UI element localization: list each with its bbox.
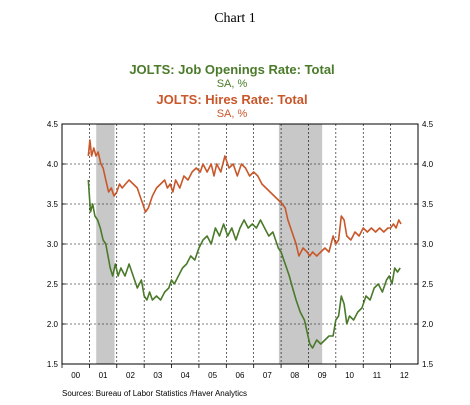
- openings-legend-title: JOLTS: Job Openings Rate: Total: [129, 62, 334, 77]
- hires-rate-line: [87, 139, 402, 257]
- y-tick-label-right: 1.5: [422, 360, 434, 369]
- x-tick-label: 10: [345, 371, 354, 380]
- x-tick-label: 11: [373, 371, 382, 380]
- y-tick-label-left: 2.0: [47, 320, 59, 329]
- x-tick-label: 07: [263, 371, 272, 380]
- chart-title: Chart 1: [214, 11, 256, 26]
- x-tick-label: 00: [71, 371, 80, 380]
- y-tick-label-right: 3.5: [422, 200, 434, 209]
- x-tick-label: 02: [126, 371, 135, 380]
- job-openings-rate-line: [87, 179, 401, 349]
- openings-legend-unit: SA, %: [217, 78, 248, 90]
- y-tick-label-right: 2.0: [422, 320, 434, 329]
- y-tick-label-left: 3.5: [47, 200, 59, 209]
- hires-legend-unit: SA, %: [217, 108, 248, 120]
- y-tick-label-right: 3.0: [422, 240, 434, 249]
- y-tick-label-left: 2.5: [47, 280, 59, 289]
- x-tick-label: 01: [99, 371, 108, 380]
- hires-legend-title: JOLTS: Hires Rate: Total: [156, 92, 307, 107]
- y-tick-label-left: 3.0: [47, 240, 59, 249]
- x-tick-label: 05: [208, 371, 217, 380]
- y-tick-label-left: 4.0: [47, 160, 59, 169]
- y-tick-label-left: 4.5: [47, 120, 59, 129]
- x-tick-label: 03: [153, 371, 162, 380]
- source-note: Sources: Bureau of Labor Statistics /Hav…: [62, 389, 247, 398]
- x-tick-label: 12: [400, 371, 409, 380]
- plot-frame: [61, 123, 419, 365]
- x-tick-label: 09: [318, 371, 327, 380]
- y-tick-label-right: 4.5: [422, 120, 434, 129]
- x-tick-label: 06: [236, 371, 245, 380]
- x-tick-label: 04: [181, 371, 190, 380]
- y-tick-label-left: 1.5: [47, 360, 59, 369]
- y-tick-label-right: 2.5: [422, 280, 434, 289]
- y-tick-label-right: 4.0: [422, 160, 434, 169]
- plot-area: 4.5 4.5 4.0 4.0 3.5 3.5 3.0 3.0 2.5 2.5 2.0 2.0 1.5 1…: [47, 120, 434, 380]
- x-tick-label: 08: [290, 371, 299, 380]
